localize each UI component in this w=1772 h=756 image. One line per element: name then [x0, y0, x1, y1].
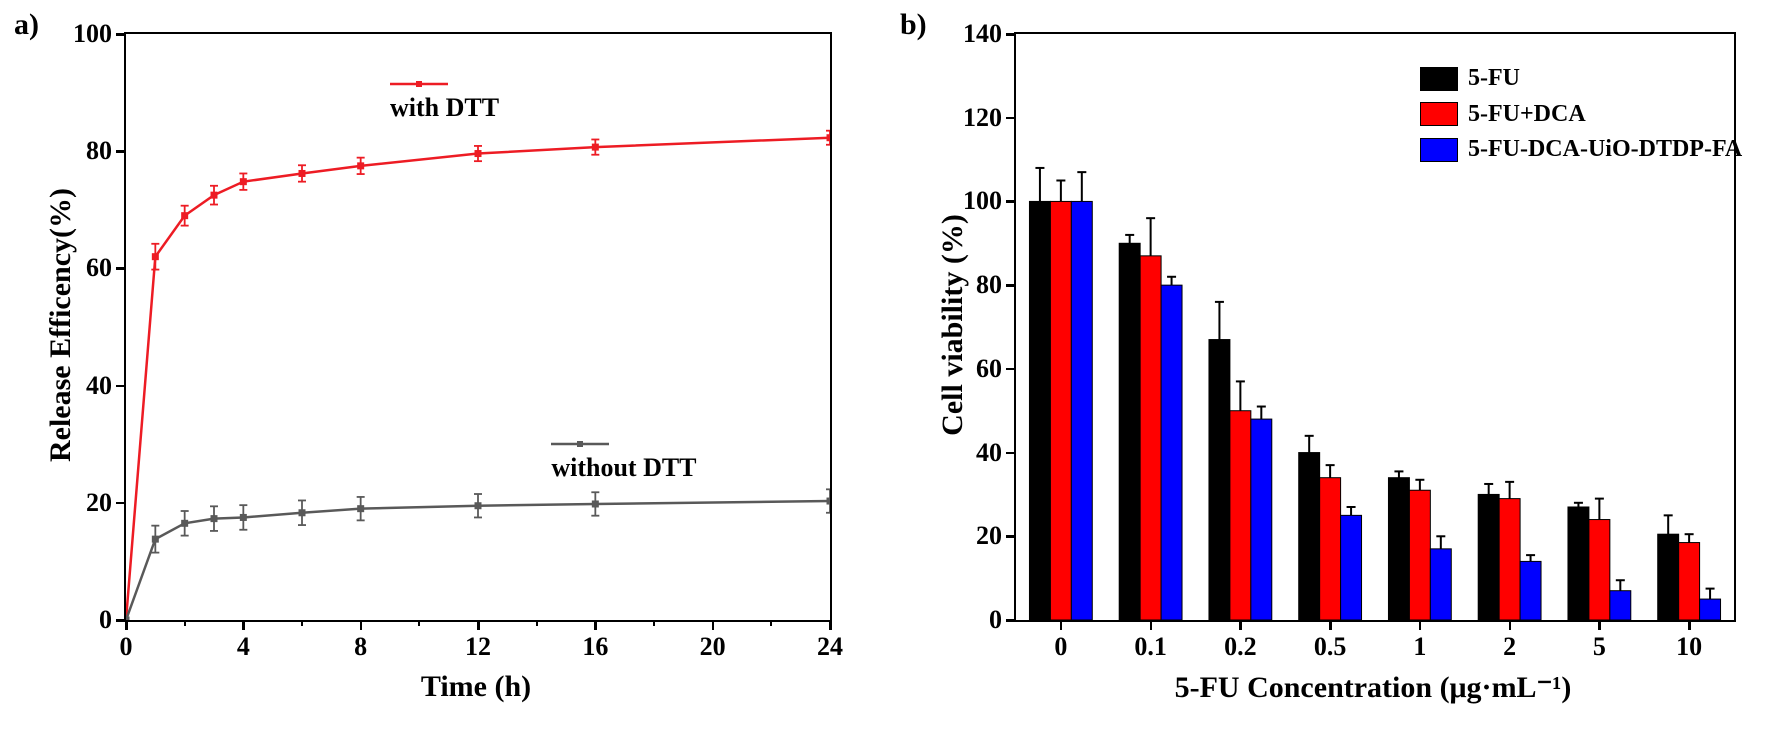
- legend-item: 5-FU: [1420, 62, 1742, 96]
- legend-label: 5-FU: [1468, 62, 1520, 96]
- x-tick-label: 12: [465, 632, 491, 662]
- legend-item: 5-FU-DCA-UiO-DTDP-FA: [1420, 133, 1742, 167]
- y-tick-label: 80: [86, 136, 112, 166]
- y-tick-label: 0: [989, 605, 1002, 635]
- panel-a-label: a): [14, 8, 39, 42]
- y-axis-label: Cell viability (%): [936, 214, 970, 436]
- x-tick-label: 5: [1593, 632, 1606, 662]
- x-tick-label: 24: [817, 632, 843, 662]
- legend-item: 5-FU+DCA: [1420, 98, 1742, 132]
- legend-swatch: [1420, 138, 1458, 162]
- panel-b: b) 0 20 40 60 80 100 120 140 0 0.1 0.2 0.5 1 2 5 10 Cel…: [886, 0, 1772, 756]
- legend-label: 5-FU+DCA: [1468, 98, 1586, 132]
- y-tick-label: 20: [86, 488, 112, 518]
- y-tick-label: 20: [976, 521, 1002, 551]
- x-tick-label: 0.2: [1224, 632, 1257, 662]
- x-tick-label: 0.5: [1314, 632, 1347, 662]
- x-axis-label: Time (h): [421, 670, 531, 704]
- series-label: with DTT: [390, 75, 499, 123]
- y-tick-label: 140: [963, 19, 1002, 49]
- y-tick-label: 40: [976, 438, 1002, 468]
- legend-swatch: [1420, 67, 1458, 91]
- panel-b-label: b): [900, 8, 927, 42]
- legend-swatch: [1420, 102, 1458, 126]
- x-tick-label: 10: [1676, 632, 1702, 662]
- figure-page: a) 02040608010004812162024 with DTT with…: [0, 0, 1772, 756]
- x-tick-label: 0: [1054, 632, 1067, 662]
- y-tick-label: 60: [86, 253, 112, 283]
- x-tick-label: 0: [120, 632, 133, 662]
- y-tick-label: 100: [73, 19, 112, 49]
- y-tick-label: 100: [963, 186, 1002, 216]
- y-tick-label: 60: [976, 354, 1002, 384]
- x-axis-label: 5-FU Concentration (μg·mL⁻¹): [1175, 670, 1572, 705]
- y-tick-label: 80: [976, 270, 1002, 300]
- y-tick-label: 120: [963, 103, 1002, 133]
- x-tick-label: 0.1: [1134, 632, 1167, 662]
- y-tick-label: 0: [99, 605, 112, 635]
- x-tick-label: 4: [237, 632, 250, 662]
- x-tick-label: 8: [354, 632, 367, 662]
- x-tick-label: 16: [582, 632, 608, 662]
- legend-label: 5-FU-DCA-UiO-DTDP-FA: [1468, 133, 1742, 167]
- series-label: without DTT: [551, 435, 696, 483]
- x-tick-label: 20: [700, 632, 726, 662]
- y-axis-label: Release Efficency(%): [44, 188, 78, 462]
- x-tick-label: 2: [1503, 632, 1516, 662]
- line-chart-plot: 02040608010004812162024 with DTT without…: [124, 32, 832, 622]
- bar-chart-legend: 5-FU5-FU+DCA5-FU-DCA-UiO-DTDP-FA: [1420, 62, 1742, 169]
- x-tick-label: 1: [1413, 632, 1426, 662]
- y-tick-label: 40: [86, 371, 112, 401]
- panel-a: a) 02040608010004812162024 with DTT with…: [0, 0, 886, 756]
